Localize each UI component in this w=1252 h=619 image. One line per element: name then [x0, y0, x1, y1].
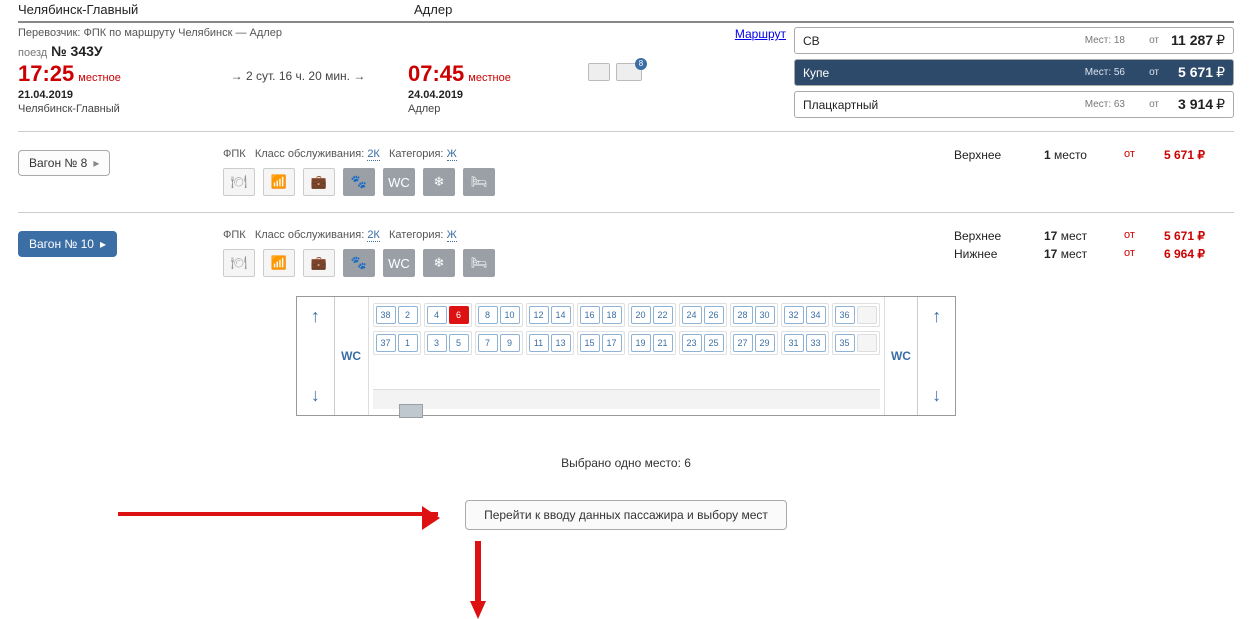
seat-19[interactable]: 19	[631, 334, 651, 352]
seat-22[interactable]: 22	[653, 306, 673, 324]
seat-15[interactable]: 15	[580, 334, 600, 352]
wagon-button[interactable]: Вагон № 8 ▸	[18, 150, 110, 176]
service-icon: 🍽	[223, 249, 255, 277]
wagon-info: ФПК Класс обслуживания: 2К Категория: Ж	[223, 148, 874, 160]
seat-35[interactable]: 35	[835, 334, 855, 352]
arrow-up-icon: ↑	[311, 306, 320, 327]
seat-26[interactable]: 26	[704, 306, 724, 324]
proceed-button[interactable]: Перейти к вводу данных пассажира и выбор…	[465, 500, 787, 530]
service-icon: 🛏	[463, 168, 495, 196]
service-icon: 🐾	[343, 168, 375, 196]
service-icon: WC	[383, 168, 415, 196]
seat-2[interactable]: 2	[398, 306, 418, 324]
seat-8[interactable]: 8	[478, 306, 498, 324]
seat-31[interactable]: 31	[784, 334, 804, 352]
seat-9[interactable]: 9	[500, 334, 520, 352]
table-icon	[399, 404, 423, 418]
seat-23[interactable]: 23	[682, 334, 702, 352]
arrow-down-icon: ↓	[311, 385, 320, 406]
from-station: Челябинск-Главный	[18, 2, 414, 17]
seat-32[interactable]: 32	[784, 306, 804, 324]
service-icon: WC	[383, 249, 415, 277]
seat-20[interactable]: 20	[631, 306, 651, 324]
wagon-button[interactable]: Вагон № 10 ▸	[18, 231, 117, 257]
service-icon: 💼	[303, 249, 335, 277]
seat-21[interactable]: 21	[653, 334, 673, 352]
seat-24[interactable]: 24	[682, 306, 702, 324]
service-icon: 📶	[263, 168, 295, 196]
wc-left: WC	[335, 297, 369, 415]
service-icon: 💼	[303, 168, 335, 196]
class-row-СВ[interactable]: СВМест: 18от11 287₽	[794, 27, 1234, 54]
arrow-up-icon: ↑	[932, 306, 941, 327]
duration: → 2 сут. 16 ч. 20 мин. →	[198, 61, 398, 83]
class-row-Купе[interactable]: КупеМест: 56от5 671₽	[794, 59, 1234, 86]
service-icon: 📶	[263, 249, 295, 277]
seat-17[interactable]: 17	[602, 334, 622, 352]
baggage-icons: 8	[588, 61, 668, 81]
seat-30[interactable]: 30	[755, 306, 775, 324]
seat-11[interactable]: 11	[529, 334, 549, 352]
seat-4[interactable]: 4	[427, 306, 447, 324]
seat-14[interactable]: 14	[551, 306, 571, 324]
seat-34[interactable]: 34	[806, 306, 826, 324]
seat-28[interactable]: 28	[733, 306, 753, 324]
seat-3[interactable]: 3	[427, 334, 447, 352]
carrier-line: Перевозчик: ФПК по маршруту Челябинск — …	[18, 27, 714, 41]
train-number: поезд № 343У	[18, 43, 794, 59]
seat-10[interactable]: 10	[500, 306, 520, 324]
service-icon: 🍽	[223, 168, 255, 196]
service-icon: ❄	[423, 168, 455, 196]
seat-25[interactable]: 25	[704, 334, 724, 352]
departure-block: 17:25местное 21.04.2019 Челябинск-Главны…	[18, 61, 188, 115]
seat-12[interactable]: 12	[529, 306, 549, 324]
seat-27[interactable]: 27	[733, 334, 753, 352]
seat-5[interactable]: 5	[449, 334, 469, 352]
class-row-Плацкартный[interactable]: ПлацкартныйМест: 63от3 914₽	[794, 91, 1234, 118]
suitcase-icon	[588, 63, 610, 81]
seat-29[interactable]: 29	[755, 334, 775, 352]
route-link[interactable]: Маршрут	[735, 27, 786, 41]
seat-36[interactable]: 36	[835, 306, 855, 324]
seat-7[interactable]: 7	[478, 334, 498, 352]
seat-6[interactable]: 6	[449, 306, 469, 324]
seat-37[interactable]: 37	[376, 334, 396, 352]
red-arrow-down-annotation	[470, 541, 486, 619]
seat-1[interactable]: 1	[398, 334, 418, 352]
service-icon: 🐾	[343, 249, 375, 277]
car-layout: ↑ ↓ WC 382468101214161820222426283032343…	[296, 296, 956, 416]
seat-38[interactable]: 38	[376, 306, 396, 324]
wc-right: WC	[884, 297, 918, 415]
top-stations: Челябинск-Главный Адлер	[18, 0, 1234, 23]
class-list: СВМест: 18от11 287₽ КупеМест: 56от5 671₽ П…	[794, 27, 1234, 123]
seat-13[interactable]: 13	[551, 334, 571, 352]
arrival-block: 07:45местное 24.04.2019 Адлер	[408, 61, 578, 115]
service-icon: ❄	[423, 249, 455, 277]
luggage-icon: 8	[616, 63, 642, 81]
red-arrow-right-annotation	[118, 512, 438, 516]
seat-18[interactable]: 18	[602, 306, 622, 324]
selection-summary: Выбрано одно место: 6	[18, 456, 1234, 470]
to-station: Адлер	[414, 2, 794, 17]
wagon-info: ФПК Класс обслуживания: 2К Категория: Ж	[223, 229, 874, 241]
service-icon: 🛏	[463, 249, 495, 277]
seat-16[interactable]: 16	[580, 306, 600, 324]
arrow-down-icon: ↓	[932, 385, 941, 406]
seat-33[interactable]: 33	[806, 334, 826, 352]
